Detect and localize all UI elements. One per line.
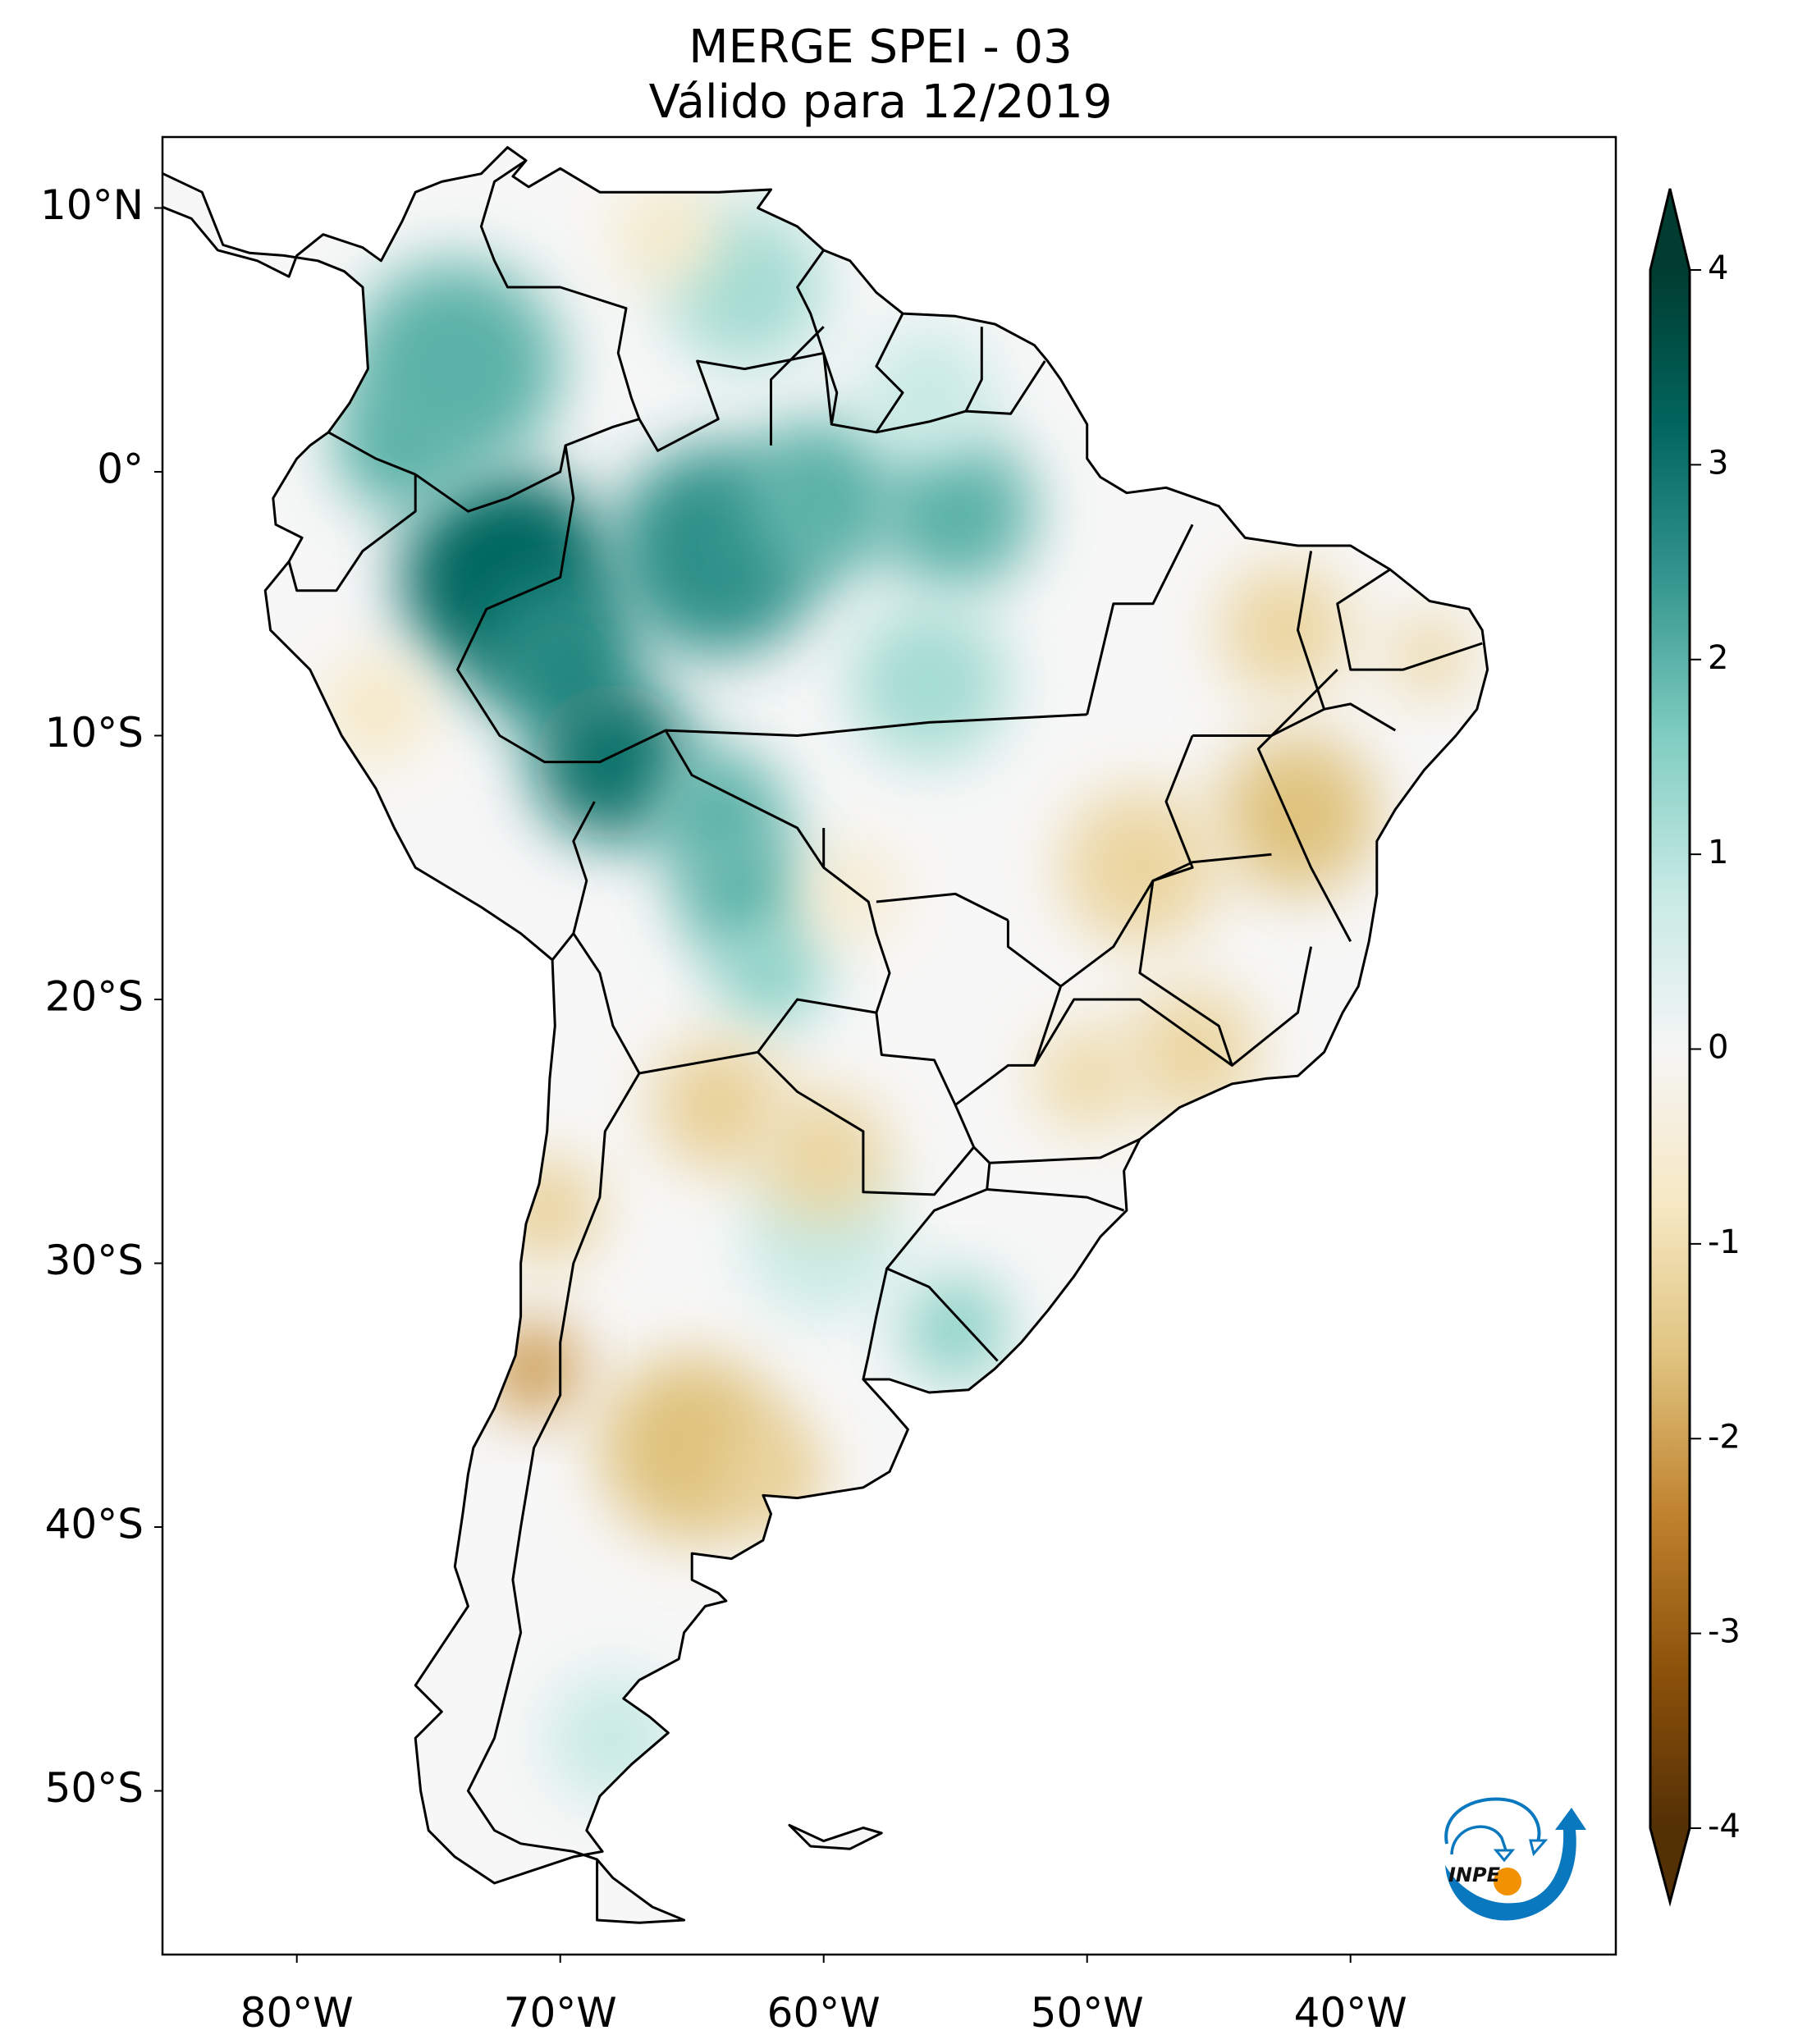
colorbar-tick-label: 1 (1708, 834, 1728, 871)
colorbar-extend-min (1650, 1828, 1690, 1902)
dry-anomaly-area (1390, 617, 1470, 697)
border-line (1336, 568, 1483, 671)
lon-tick-label: 70°W (504, 1989, 617, 2037)
border-line (479, 159, 641, 420)
coastline (788, 1823, 883, 1850)
border-line (1256, 669, 1352, 943)
wet-anomaly-area (744, 419, 903, 578)
border-line (327, 431, 567, 513)
dry-anomaly-area (1219, 564, 1351, 696)
colorbar-tick-label: -2 (1708, 1418, 1741, 1456)
spei-field (162, 147, 1488, 1923)
lat-tick-label: 10°N (40, 181, 144, 229)
border-line (666, 713, 1087, 737)
colorbar-gradient (1650, 270, 1690, 1828)
border-line (862, 1268, 889, 1380)
inpe-logo: INPE (1444, 1797, 1586, 1921)
lat-tick-label: 10°S (45, 709, 144, 757)
colorbar-extend-max (1650, 189, 1690, 270)
dry-anomaly-area (652, 1039, 785, 1171)
map-area (162, 146, 1489, 1924)
wet-anomaly-area (533, 683, 692, 841)
wet-anomaly-area (876, 432, 1035, 591)
border-line (964, 327, 983, 412)
lon-tick-label: 80°W (240, 1989, 354, 2037)
title-line-2: Válido para 12/2019 (649, 75, 1113, 129)
logo-arrow-down-icon (1529, 1839, 1549, 1857)
border-line (875, 313, 904, 433)
border-line (876, 892, 1009, 921)
dry-anomaly-area (1127, 986, 1259, 1118)
map-frame (161, 135, 1617, 1956)
logo-text: INPE (1448, 1863, 1501, 1886)
colorbar-tick-label: 2 (1708, 639, 1728, 677)
lon-tick-label: 50°W (1031, 1989, 1144, 2037)
wet-anomaly-area (863, 327, 995, 459)
border-line (989, 1138, 1141, 1164)
dry-anomaly-area (1034, 1026, 1140, 1132)
dry-anomaly-area (487, 1321, 582, 1416)
dry-anomaly-area (494, 1158, 600, 1264)
lon-tick-label: 40°W (1294, 1989, 1407, 2037)
colorbar-tick-label: -4 (1708, 1808, 1741, 1845)
border-line (1138, 853, 1313, 1067)
logo-sun (1494, 1868, 1521, 1895)
lat-tick-label: 20°S (45, 973, 144, 1021)
border-line (1086, 524, 1194, 716)
country-borders (162, 146, 1489, 1924)
border-line (551, 801, 596, 961)
colorbar-tick-label: -3 (1708, 1613, 1741, 1651)
border-line (1324, 702, 1397, 732)
logo-arrow-inner-icon (1493, 1849, 1516, 1863)
lat-tick-label: 0° (97, 446, 144, 493)
wet-anomaly-area (850, 604, 1009, 762)
colorbar: 4 3 2 1 0 -1 -2 -3 -4 (1649, 188, 1741, 1907)
logo-inner-swirl (1450, 1825, 1507, 1855)
wet-anomaly-area (903, 1276, 1009, 1382)
latitude-ticks: 10°N 0° 10°S 20°S 30°S 40°S 50°S (40, 181, 162, 1812)
colorbar-tick-label: -1 (1708, 1223, 1741, 1261)
title-line-1: MERGE SPEI - 03 (689, 21, 1072, 74)
dry-anomaly-area (1219, 735, 1377, 894)
dry-anomaly-area (1060, 789, 1219, 947)
dry-anomaly-area (323, 656, 429, 762)
wet-anomaly-area (718, 920, 824, 1026)
border-line (1006, 734, 1194, 988)
wet-anomaly-area (336, 379, 469, 511)
border-line (954, 985, 1063, 1106)
dry-anomaly-area (797, 841, 903, 947)
border-line (466, 1072, 641, 1861)
border-line (1033, 998, 1233, 1067)
longitude-ticks: 80°W 70°W 60°W 50°W 40°W (240, 1955, 1407, 2037)
logo-arrow-up-icon (1445, 1808, 1586, 1921)
colorbar-tick-label: 3 (1708, 444, 1728, 482)
logo-outer-swirl (1444, 1797, 1541, 1845)
border-line (757, 1051, 975, 1196)
border-line (986, 1188, 1125, 1212)
lat-tick-label: 30°S (45, 1237, 144, 1284)
colorbar-tick-label: 0 (1708, 1029, 1728, 1067)
dry-anomaly-area (613, 181, 719, 287)
colorbar-tick-label: 4 (1708, 249, 1728, 287)
border-line (287, 474, 417, 592)
dry-anomaly-area (757, 1091, 890, 1223)
lat-tick-label: 50°S (45, 1764, 144, 1812)
lon-tick-label: 60°W (767, 1989, 881, 2037)
coastline (596, 1858, 686, 1924)
border-line (770, 326, 825, 446)
lat-tick-label: 40°S (45, 1501, 144, 1548)
